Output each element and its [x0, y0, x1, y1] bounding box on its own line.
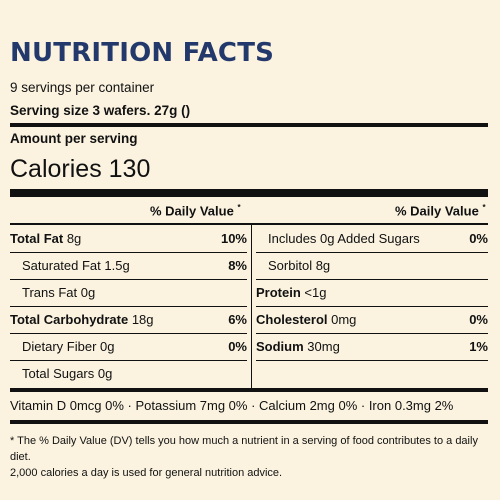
nutrient-name: Sorbitol — [268, 258, 313, 273]
nutrient-label: Total Carbohydrate 18g — [10, 312, 154, 327]
nutrient-amount: 1.5g — [100, 258, 130, 273]
nutrient-row: Cholesterol 0mg 0% — [256, 306, 488, 333]
nutrient-row: Protein <1g — [256, 279, 488, 306]
nutrient-name: Protein — [256, 285, 301, 300]
nutrient-label: Protein <1g — [256, 285, 326, 300]
nutrient-dv-percent: 6% — [228, 312, 247, 327]
nutrient-name: Total Sugars — [22, 366, 95, 381]
nutrient-row: Saturated Fat 1.5g 8% — [10, 252, 247, 279]
nutrient-label: Saturated Fat 1.5g — [10, 258, 130, 273]
nutrient-row: Total Sugars 0g — [10, 360, 247, 387]
row-divider — [256, 360, 488, 361]
nutrient-label: Sorbitol 8g — [256, 258, 330, 273]
calories: Calories 130 — [10, 155, 151, 183]
nutrient-label: Total Fat 8g — [10, 231, 81, 246]
nutrient-label: Includes 0g Added Sugars — [256, 231, 420, 246]
serving-size: Serving size 3 wafers. 27g () — [10, 103, 191, 118]
nutrient-row: Total Fat 8g 10% — [10, 225, 247, 252]
dv-header-right: % Daily Value * — [395, 203, 486, 219]
nutrient-dv-percent: 0% — [469, 312, 488, 327]
amount-per-serving: Amount per serving — [10, 131, 138, 146]
nutrient-amount: 8g — [312, 258, 331, 273]
nutrient-row: Sodium 30mg 1% — [256, 333, 488, 360]
nutrient-row: Total Carbohydrate 18g 6% — [10, 306, 247, 333]
nutrient-label: Dietary Fiber 0g — [10, 339, 115, 354]
row-divider — [10, 306, 247, 307]
nutrient-row: Includes 0g Added Sugars 0% — [256, 225, 488, 252]
nutrient-row: Dietary Fiber 0g 0% — [10, 333, 247, 360]
nutrient-amount: 0g — [77, 285, 96, 300]
nutrient-name: Cholesterol — [256, 312, 328, 327]
divider-vitamins — [10, 388, 488, 392]
row-divider — [10, 333, 247, 334]
divider-heavy — [10, 189, 488, 197]
nutrient-amount: 18g — [128, 312, 154, 327]
footnote: * The % Daily Value (DV) tells you how m… — [10, 435, 478, 479]
nutrient-amount: 0mg — [327, 312, 357, 327]
panel-title: NUTRITION FACTS — [10, 38, 275, 68]
nutrient-dv-percent: 0% — [469, 231, 488, 246]
row-divider — [10, 252, 247, 253]
nutrient-name: Dietary Fiber — [22, 339, 97, 354]
divider-thick — [10, 123, 488, 127]
nutrient-label: Sodium 30mg — [256, 339, 340, 354]
nutrient-dv-percent: 8% — [228, 258, 247, 273]
nutrient-row: Sorbitol 8g — [256, 252, 488, 279]
vitamins-minerals: Vitamin D 0mcg 0% · Potassium 7mg 0% · C… — [10, 398, 454, 413]
servings-per-container: 9 servings per container — [10, 80, 155, 95]
divider-footnote — [10, 420, 488, 424]
nutrient-dv-percent: 1% — [469, 339, 488, 354]
nutrient-label: Trans Fat 0g — [10, 285, 95, 300]
dv-header-left: % Daily Value * — [150, 203, 241, 219]
column-divider — [251, 225, 252, 388]
row-divider — [256, 306, 488, 307]
nutrient-dv-percent: 10% — [220, 231, 247, 246]
nutrient-dv-percent: 0% — [228, 339, 247, 354]
nutrient-amount: 8g — [63, 231, 82, 246]
nutrient-name: Total Carbohydrate — [10, 312, 129, 327]
nutrient-name: Saturated Fat — [22, 258, 101, 273]
row-divider — [256, 252, 488, 253]
nutrient-name: Total Fat — [10, 231, 64, 246]
nutrient-label: Total Sugars 0g — [10, 366, 112, 381]
nutrient-amount: 0g — [96, 339, 115, 354]
nutrient-name: Sodium — [256, 339, 304, 354]
nutrient-amount: 30mg — [303, 339, 340, 354]
row-divider — [256, 333, 488, 334]
nutrient-name: Trans Fat — [22, 285, 78, 300]
nutrient-name: Includes 0g Added Sugars — [268, 231, 420, 246]
nutrient-amount: 0g — [94, 366, 113, 381]
divider-dv — [10, 223, 488, 225]
row-divider — [256, 279, 488, 280]
row-divider — [10, 279, 247, 280]
nutrient-row: Trans Fat 0g — [10, 279, 247, 306]
nutrient-label: Cholesterol 0mg — [256, 312, 356, 327]
row-divider — [10, 360, 247, 361]
nutrient-amount: <1g — [300, 285, 327, 300]
